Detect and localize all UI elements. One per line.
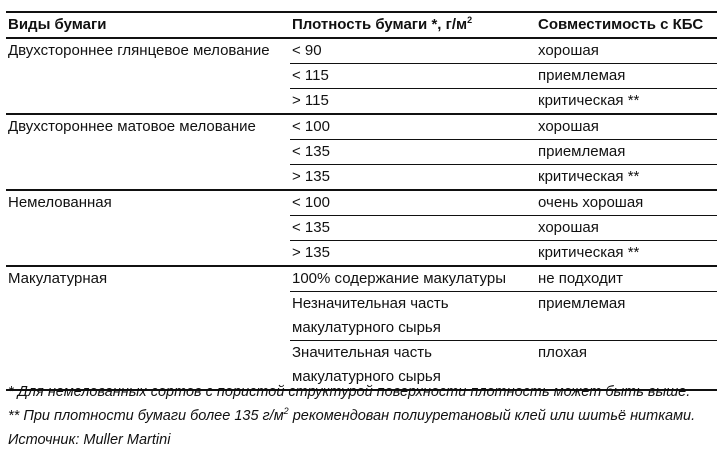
table-row: > 135 критическая **: [6, 240, 717, 266]
table-row: < 135 приемлемая: [6, 139, 717, 165]
density-text: < 135: [292, 143, 330, 160]
table-row: Значительная часть макулатурного сырья пло…: [6, 340, 717, 390]
compat-cell: приемлемая: [536, 63, 717, 89]
density-cell: < 115: [290, 63, 536, 89]
density-cell: < 135: [290, 215, 536, 241]
header-density-sup: 2: [467, 15, 473, 25]
table-row: > 115 критическая **: [6, 88, 717, 114]
table-row: > 135 критическая **: [6, 164, 717, 190]
table-row: < 135 хорошая: [6, 215, 717, 241]
density-text: > 135: [292, 244, 330, 261]
compat-cell: хорошая: [536, 215, 717, 241]
table-row: Незначительная часть макулатурного сырья п…: [6, 291, 717, 341]
table-row: Двухстороннее матовое мелование < 100 хоро…: [6, 113, 717, 190]
density-cell: 100% содержание макулатуры: [290, 265, 536, 292]
footnote-2-b: рекомендован полиуретановый клей или шит…: [288, 408, 696, 424]
density-text: < 100: [292, 194, 330, 211]
paper-type-cell: Двухстороннее глянцевое мелование: [8, 42, 270, 59]
header-paper-type: Виды бумаги: [6, 12, 290, 39]
density-cell: < 135: [290, 139, 536, 165]
header-density: Плотность бумаги *, г/м2: [290, 12, 536, 39]
footnote-2-sup: 2: [283, 406, 289, 416]
compat-cell: критическая **: [536, 240, 717, 266]
paper-type-cell: Макулатурная: [6, 265, 290, 390]
compat-cell: критическая **: [536, 88, 717, 114]
header-density-text: Плотность бумаги *, г/м: [292, 16, 468, 33]
compat-cell: хорошая: [536, 113, 717, 140]
density-cell: < 90: [290, 38, 536, 64]
density-text-line2: макулатурного сырья: [292, 319, 441, 336]
density-cell: > 135: [290, 240, 536, 266]
density-text-line2: макулатурного сырья: [292, 368, 441, 385]
source-note: Источник: Muller Martini: [8, 432, 171, 448]
density-text: > 115: [292, 92, 329, 109]
density-cell: Значительная часть макулатурного сырья: [290, 340, 536, 390]
density-text: 100% содержание макулатуры: [292, 270, 507, 287]
footnotes: * Для немелованных сортов с пористой стр…: [8, 380, 695, 452]
density-text: > 135: [292, 168, 330, 185]
table-row: Макулатурная 100% содержание макулатуры не…: [6, 265, 717, 390]
table-header: Виды бумаги Плотность бумаги *, г/м2 Сов…: [6, 12, 717, 39]
density-cell: > 135: [290, 164, 536, 190]
density-text: < 100: [292, 118, 330, 135]
density-cell: Незначительная часть макулатурного сырья: [290, 291, 536, 341]
table-row: Немелованная < 100 очень хорошая: [6, 189, 717, 266]
footnote-2-a: ** При плотности бумаги более 135 г/м: [8, 408, 284, 424]
footnote-1: * Для немелованных сортов с пористой стр…: [8, 384, 691, 400]
footnote-2: ** При плотности бумаги более 135 г/м2 р…: [8, 404, 695, 428]
table-row: < 115 приемлемая: [6, 63, 717, 89]
paper-compatibility-table: Виды бумаги Плотность бумаги *, г/м2 Сов…: [6, 11, 717, 391]
density-text: < 135: [292, 219, 330, 236]
compat-cell: очень хорошая: [536, 189, 717, 216]
paper-type-cell: Двухстороннее матовое мелование: [6, 113, 290, 190]
density-text: Незначительная часть: [292, 295, 449, 312]
density-text: < 115: [292, 67, 329, 84]
density-text: < 90: [292, 42, 322, 59]
header-compat: Совместимость с КБС: [536, 12, 717, 39]
compat-cell: хорошая: [538, 42, 599, 59]
compat-cell: не подходит: [536, 265, 717, 292]
paper-type-cell: Немелованная: [6, 189, 290, 266]
compat-cell: плохая: [536, 340, 717, 390]
density-cell: > 115: [290, 88, 536, 114]
density-cell: < 100: [290, 189, 536, 216]
compat-cell: приемлемая: [536, 139, 717, 165]
compat-cell: критическая **: [536, 164, 717, 190]
compat-cell: приемлемая: [536, 291, 717, 341]
density-text: Значительная часть: [292, 344, 432, 361]
table-row: Двухстороннее глянцевое мелование < 90 хор…: [6, 38, 717, 64]
density-cell: < 100: [290, 113, 536, 140]
